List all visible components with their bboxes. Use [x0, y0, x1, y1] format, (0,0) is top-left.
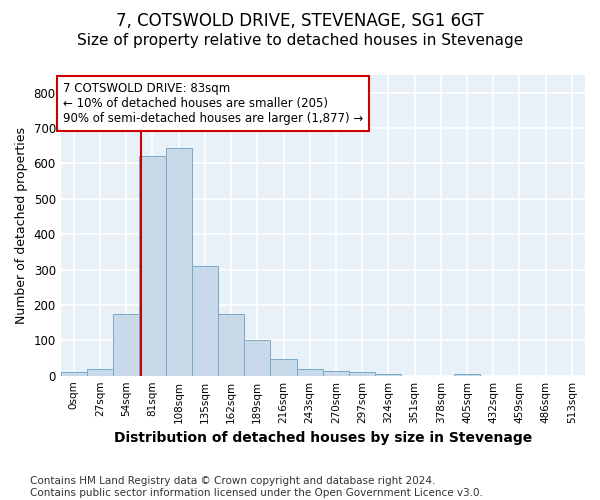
- Bar: [218, 314, 244, 376]
- Bar: [61, 372, 87, 376]
- Text: 7, COTSWOLD DRIVE, STEVENAGE, SG1 6GT: 7, COTSWOLD DRIVE, STEVENAGE, SG1 6GT: [116, 12, 484, 30]
- Bar: [271, 358, 296, 376]
- Bar: [139, 156, 166, 376]
- Bar: [323, 370, 349, 376]
- Bar: [244, 340, 271, 376]
- Text: 7 COTSWOLD DRIVE: 83sqm
← 10% of detached houses are smaller (205)
90% of semi-d: 7 COTSWOLD DRIVE: 83sqm ← 10% of detache…: [62, 82, 363, 125]
- Y-axis label: Number of detached properties: Number of detached properties: [15, 127, 28, 324]
- X-axis label: Distribution of detached houses by size in Stevenage: Distribution of detached houses by size …: [114, 431, 532, 445]
- Bar: [87, 370, 113, 376]
- Bar: [166, 148, 192, 376]
- Bar: [113, 314, 139, 376]
- Bar: [296, 370, 323, 376]
- Bar: [192, 266, 218, 376]
- Bar: [454, 374, 480, 376]
- Bar: [349, 372, 375, 376]
- Text: Contains HM Land Registry data © Crown copyright and database right 2024.
Contai: Contains HM Land Registry data © Crown c…: [30, 476, 483, 498]
- Text: Size of property relative to detached houses in Stevenage: Size of property relative to detached ho…: [77, 32, 523, 48]
- Bar: [375, 374, 401, 376]
